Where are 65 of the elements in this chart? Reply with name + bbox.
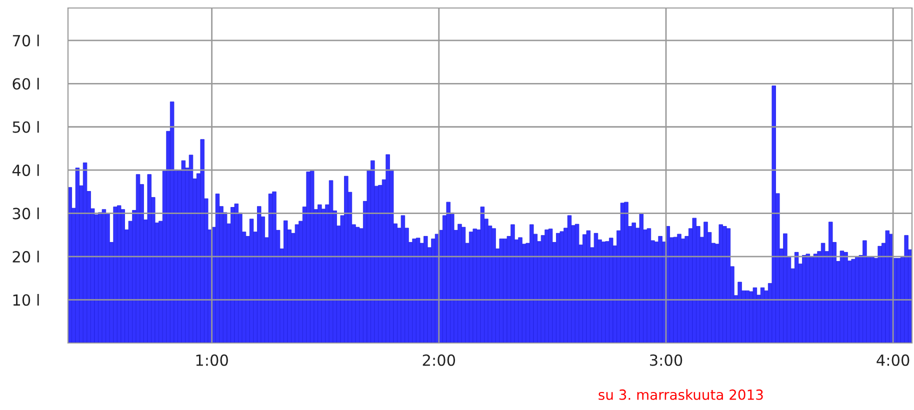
y-tick-label: 40 l — [12, 164, 39, 176]
bar — [646, 228, 652, 343]
bar — [458, 224, 462, 343]
bar — [677, 234, 682, 343]
bar — [752, 287, 758, 343]
bar — [234, 204, 239, 343]
bar — [844, 252, 848, 343]
bar — [870, 256, 874, 343]
bar — [639, 214, 644, 343]
bar — [783, 233, 788, 343]
bar — [620, 202, 625, 343]
x-tick-label: 1:00 — [196, 354, 228, 366]
x-tick-label: 3:00 — [650, 354, 682, 366]
bar — [446, 202, 450, 343]
bar — [885, 230, 890, 343]
bar — [272, 192, 276, 343]
bar — [726, 228, 731, 343]
bar — [772, 86, 776, 343]
bar — [113, 206, 118, 343]
bar — [878, 246, 882, 343]
bar — [306, 172, 310, 343]
bar — [147, 174, 152, 343]
bar — [518, 237, 522, 343]
x-tick-label: 2:00 — [422, 354, 456, 366]
bar — [806, 254, 810, 343]
bar — [412, 238, 416, 343]
bar — [386, 154, 390, 343]
y-tick-label: 30 l — [12, 208, 39, 220]
bar — [102, 209, 106, 343]
bar — [632, 222, 636, 343]
y-tick-label: 60 l — [12, 78, 39, 90]
bar — [862, 240, 867, 343]
bar — [200, 139, 204, 343]
x-tick-label: 4:00 — [876, 354, 910, 366]
bar — [480, 206, 485, 343]
bar — [745, 290, 750, 343]
bar — [75, 168, 80, 343]
bar — [896, 258, 901, 343]
bar — [510, 224, 515, 343]
bar — [605, 241, 610, 343]
bar — [400, 215, 406, 343]
bar — [560, 231, 564, 343]
text: su 3. marraskuuta 2013 — [598, 389, 763, 400]
bar — [499, 238, 504, 343]
bar — [472, 228, 477, 343]
y-tick-label: 70 l — [12, 34, 39, 46]
bar — [738, 282, 742, 343]
bar — [673, 236, 678, 343]
bar — [692, 218, 696, 343]
y-tick-label: 10 l — [13, 294, 39, 306]
bar — [544, 230, 549, 343]
bar — [704, 222, 708, 343]
bar — [181, 160, 186, 343]
bar — [624, 202, 628, 343]
bar — [658, 236, 662, 343]
bar — [318, 204, 322, 343]
bar — [120, 209, 125, 343]
bar — [492, 228, 496, 343]
bar — [904, 235, 908, 343]
y-tick-label: 20 l — [12, 250, 39, 263]
bar — [851, 258, 856, 343]
bar — [718, 224, 723, 343]
y-tick-label: 50 l — [12, 121, 39, 133]
bar — [810, 256, 814, 343]
bar — [586, 230, 591, 343]
